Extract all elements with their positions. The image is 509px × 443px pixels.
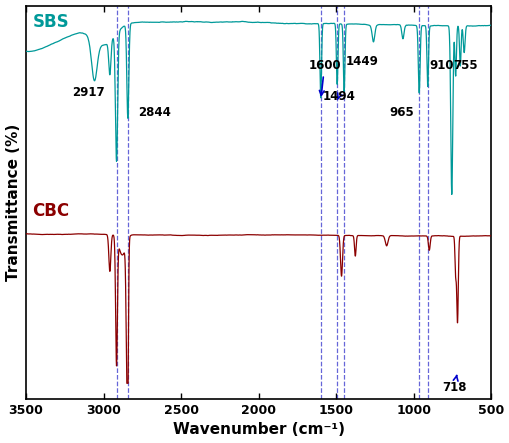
X-axis label: Wavenumber (cm⁻¹): Wavenumber (cm⁻¹) [173,423,344,437]
Text: 718: 718 [441,375,466,394]
Text: 910: 910 [429,58,453,71]
Text: 2917: 2917 [72,86,105,99]
Text: 2844: 2844 [137,106,171,119]
Text: 1449: 1449 [345,54,378,68]
Text: 1600: 1600 [308,58,341,95]
Y-axis label: Transmittance (%): Transmittance (%) [6,124,20,281]
Text: CBC: CBC [32,202,69,220]
Text: 755: 755 [453,58,477,71]
Text: SBS: SBS [32,13,69,31]
Text: 1494: 1494 [322,90,354,103]
Text: 965: 965 [388,106,413,119]
